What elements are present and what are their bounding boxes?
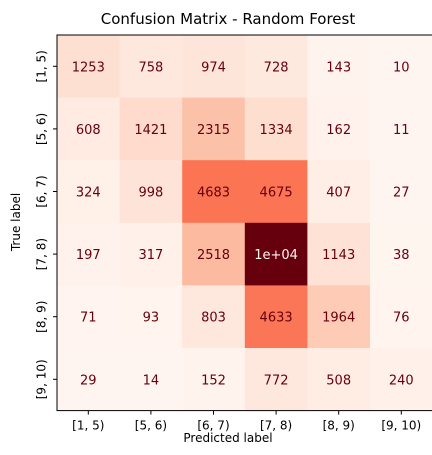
cell-value-label: 1253 (72, 60, 105, 75)
cell-value-label: 2518 (197, 248, 230, 263)
cell-value-label: 11 (393, 123, 410, 138)
heatmap-cell (370, 222, 432, 286)
heatmap-cell (119, 97, 183, 161)
heatmap-cell (307, 160, 371, 224)
cell-value-label: 728 (264, 60, 289, 75)
heatmap-cell (119, 222, 183, 286)
plot-frame (56, 34, 432, 412)
cell-value-label: 71 (80, 311, 97, 326)
heatmap-cell-labels: 1253 758 974 728 143 10 608 1421 2315 1334 162 11 32… (72, 60, 414, 388)
heatmap-cell (57, 285, 121, 349)
heatmap-cell (182, 160, 246, 224)
cell-value-label: 1e+04 (254, 248, 298, 263)
cell-value-label: 324 (76, 186, 101, 201)
heatmap-cell (244, 160, 308, 224)
cell-value-label: 772 (264, 373, 289, 388)
heatmap-cell (182, 97, 246, 161)
x-tick-label: [8, 9) (323, 419, 355, 433)
heatmap-cell (119, 35, 183, 99)
heatmap-cell (370, 348, 432, 412)
cell-value-label: 508 (326, 373, 351, 388)
heatmap-cell (307, 222, 371, 286)
cell-value-label: 1421 (134, 123, 167, 138)
heatmap-cell (244, 348, 308, 412)
cell-value-label: 758 (138, 60, 163, 75)
x-tick-label: [5, 6) (135, 419, 167, 433)
heatmap-cell (307, 35, 371, 99)
cell-value-label: 2315 (197, 123, 230, 138)
y-tick-label: [5, 6) (35, 113, 49, 145)
heatmap-cell (370, 35, 432, 99)
y-tick-label: [1, 5) (35, 50, 49, 82)
cell-value-label: 608 (76, 123, 101, 138)
x-tick-label: [1, 5) (72, 419, 104, 433)
cell-value-label: 27 (393, 186, 410, 201)
cell-value-label: 1964 (322, 311, 355, 326)
y-tick-label: [6, 7) (35, 175, 49, 207)
heatmap-cell (370, 97, 432, 161)
heatmap-cell (57, 35, 121, 99)
y-tick-label: [7, 8) (35, 238, 49, 270)
heatmap-cell (119, 285, 183, 349)
chart-title: Confusion Matrix - Random Forest (101, 10, 356, 28)
cell-value-label: 162 (326, 123, 351, 138)
x-tick-label: [9, 10) (381, 419, 421, 433)
heatmap-cell (370, 285, 432, 349)
heatmap-cell (244, 285, 308, 349)
cell-value-label: 4683 (197, 186, 230, 201)
cell-value-label: 143 (326, 60, 351, 75)
cell-value-label: 974 (201, 60, 226, 75)
heatmap-cell (244, 35, 308, 99)
cell-value-label: 4675 (260, 186, 293, 201)
cell-value-label: 76 (393, 311, 410, 326)
cell-value-label: 998 (138, 186, 163, 201)
cell-value-label: 317 (138, 248, 163, 263)
heatmap-cell (307, 285, 371, 349)
heatmap-cell (244, 222, 308, 286)
x-axis-ticks: [1, 5) [5, 6) [6, 7) [7, 8) [8, 9) [9, 10) (72, 410, 421, 433)
cell-value-label: 10 (393, 60, 410, 75)
heatmap-cell (57, 160, 121, 224)
x-tick-label: [7, 8) (260, 419, 292, 433)
cell-value-label: 1334 (260, 123, 293, 138)
y-tick-label: [8, 9) (35, 301, 49, 333)
cell-value-label: 152 (201, 373, 226, 388)
cell-value-label: 240 (389, 373, 414, 388)
x-axis-label: Predicted label (183, 431, 272, 445)
cell-value-label: 407 (326, 186, 351, 201)
heatmap-cell (182, 222, 246, 286)
heatmap-cell (119, 160, 183, 224)
cell-value-label: 4633 (260, 311, 293, 326)
heatmap-cell (182, 348, 246, 412)
heatmap-cell (57, 348, 121, 412)
heatmap-cell (57, 222, 121, 286)
y-axis-label: True label (9, 193, 23, 252)
y-tick-label: [9, 10) (35, 359, 49, 399)
cell-value-label: 1143 (322, 248, 355, 263)
cell-value-label: 38 (393, 248, 410, 263)
heatmap-cell (119, 348, 183, 412)
heatmap-cells (57, 35, 432, 412)
cell-value-label: 14 (143, 373, 160, 388)
cell-value-label: 197 (76, 248, 101, 263)
heatmap-cell (244, 97, 308, 161)
heatmap-cell (182, 35, 246, 99)
x-tick-label: [6, 7) (197, 419, 229, 433)
cell-value-label: 803 (201, 311, 226, 326)
cell-value-label: 29 (80, 373, 97, 388)
heatmap-cell (307, 348, 371, 412)
heatmap-cell (182, 285, 246, 349)
heatmap-cell (370, 160, 432, 224)
cell-value-label: 93 (143, 311, 160, 326)
heatmap-cell (307, 97, 371, 161)
heatmap-cell (57, 97, 121, 161)
y-axis-ticks: [1, 5) [5, 6) [6, 7) [7, 8) [8, 9) [9, 10) (35, 50, 57, 399)
